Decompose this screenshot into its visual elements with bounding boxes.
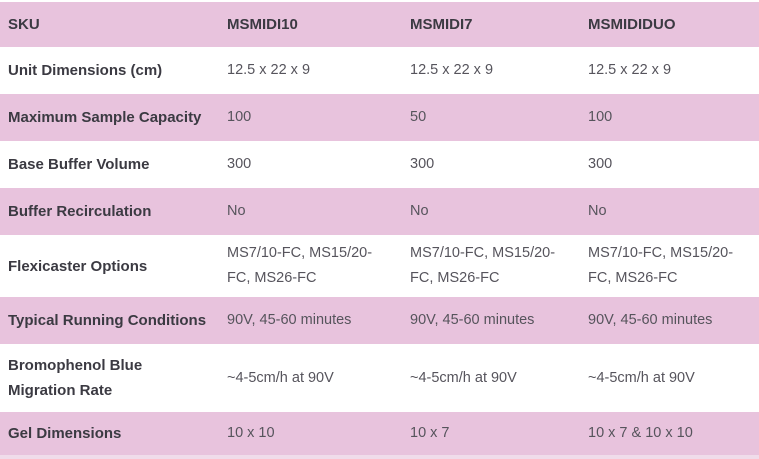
row-label-text: Unit Dimensions (cm) [8,62,163,79]
cell-value: MS7/10-FC, MS15/20-FC, MS26-FC [588,245,734,286]
row-label-text: Buffer Recirculation [8,203,152,220]
table-row: Maximum Sample Capacity 100 50 100 [0,94,759,141]
cell-value: 12.5 x 22 x 9 [227,62,311,78]
row-label: Flexicaster Options [0,235,219,297]
cell-value: No [410,203,429,219]
table-row: Gel Dimensions 10 x 10 10 x 7 10 x 7 & 10 x… [0,412,759,455]
table-bottom-border [0,455,759,459]
column-header-sku: SKU [8,16,40,33]
row-label: Maximum Sample Capacity [0,94,219,141]
cell-value: 10 x 7 & 10 x 10 [588,425,693,441]
cell-value: 50 [410,109,427,125]
cell-value: 300 [410,156,435,172]
row-label: Unit Dimensions (cm) [0,47,219,94]
table-row: Bromophenol Blue Migration Rate ~4-5cm/h … [0,344,759,412]
table-header-row: SKU MSMIDI10 MSMIDI7 MSMIDIDUO [0,2,759,47]
cell-value: 10 x 7 [410,425,450,441]
cell-value: MS7/10-FC, MS15/20-FC, MS26-FC [410,245,556,286]
cell-value: 90V, 45-60 minutes [588,312,713,328]
cell-value: 10 x 10 [227,425,275,441]
cell-value: 100 [227,109,252,125]
table-row: Base Buffer Volume 300 300 300 [0,141,759,188]
cell-value: ~4-5cm/h at 90V [588,369,695,386]
table-row: Flexicaster Options MS7/10-FC, MS15/20-FC… [0,235,759,297]
table-row: Buffer Recirculation No No No [0,188,759,235]
row-label-text: Bromophenol Blue Migration Rate [8,357,143,399]
row-label: Buffer Recirculation [0,188,219,235]
row-label: Base Buffer Volume [0,141,219,188]
row-label-text: Flexicaster Options [8,257,148,275]
cell-value: 100 [588,109,613,125]
column-header-msmidi7: MSMIDI7 [410,16,473,33]
table-row: Typical Running Conditions 90V, 45-60 min… [0,297,759,344]
column-header-msmidi10: MSMIDI10 [227,16,298,33]
cell-value: 90V, 45-60 minutes [410,312,535,328]
column-header-msmididuo: MSMIDIDUO [588,16,676,33]
table-body: Unit Dimensions (cm) 12.5 x 22 x 9 12.5 x … [0,47,759,455]
row-label-text: Maximum Sample Capacity [8,109,202,126]
cell-value: 300 [227,156,252,172]
row-label: Bromophenol Blue Migration Rate [0,344,219,412]
row-label-text: Gel Dimensions [8,425,122,442]
row-label-text: Base Buffer Volume [8,156,150,173]
cell-value: No [588,203,607,219]
cell-value: 300 [588,156,613,172]
table-row: Unit Dimensions (cm) 12.5 x 22 x 9 12.5 x … [0,47,759,94]
cell-value: 90V, 45-60 minutes [227,312,352,328]
cell-value: No [227,203,246,219]
row-label-text: Typical Running Conditions [8,312,207,329]
row-label: Typical Running Conditions [0,297,219,344]
cell-value: ~4-5cm/h at 90V [410,369,517,386]
cell-value: 12.5 x 22 x 9 [410,62,494,78]
cell-value: MS7/10-FC, MS15/20-FC, MS26-FC [227,245,373,286]
cell-value: 12.5 x 22 x 9 [588,62,672,78]
row-label: Gel Dimensions [0,412,219,455]
cell-value: ~4-5cm/h at 90V [227,369,334,386]
